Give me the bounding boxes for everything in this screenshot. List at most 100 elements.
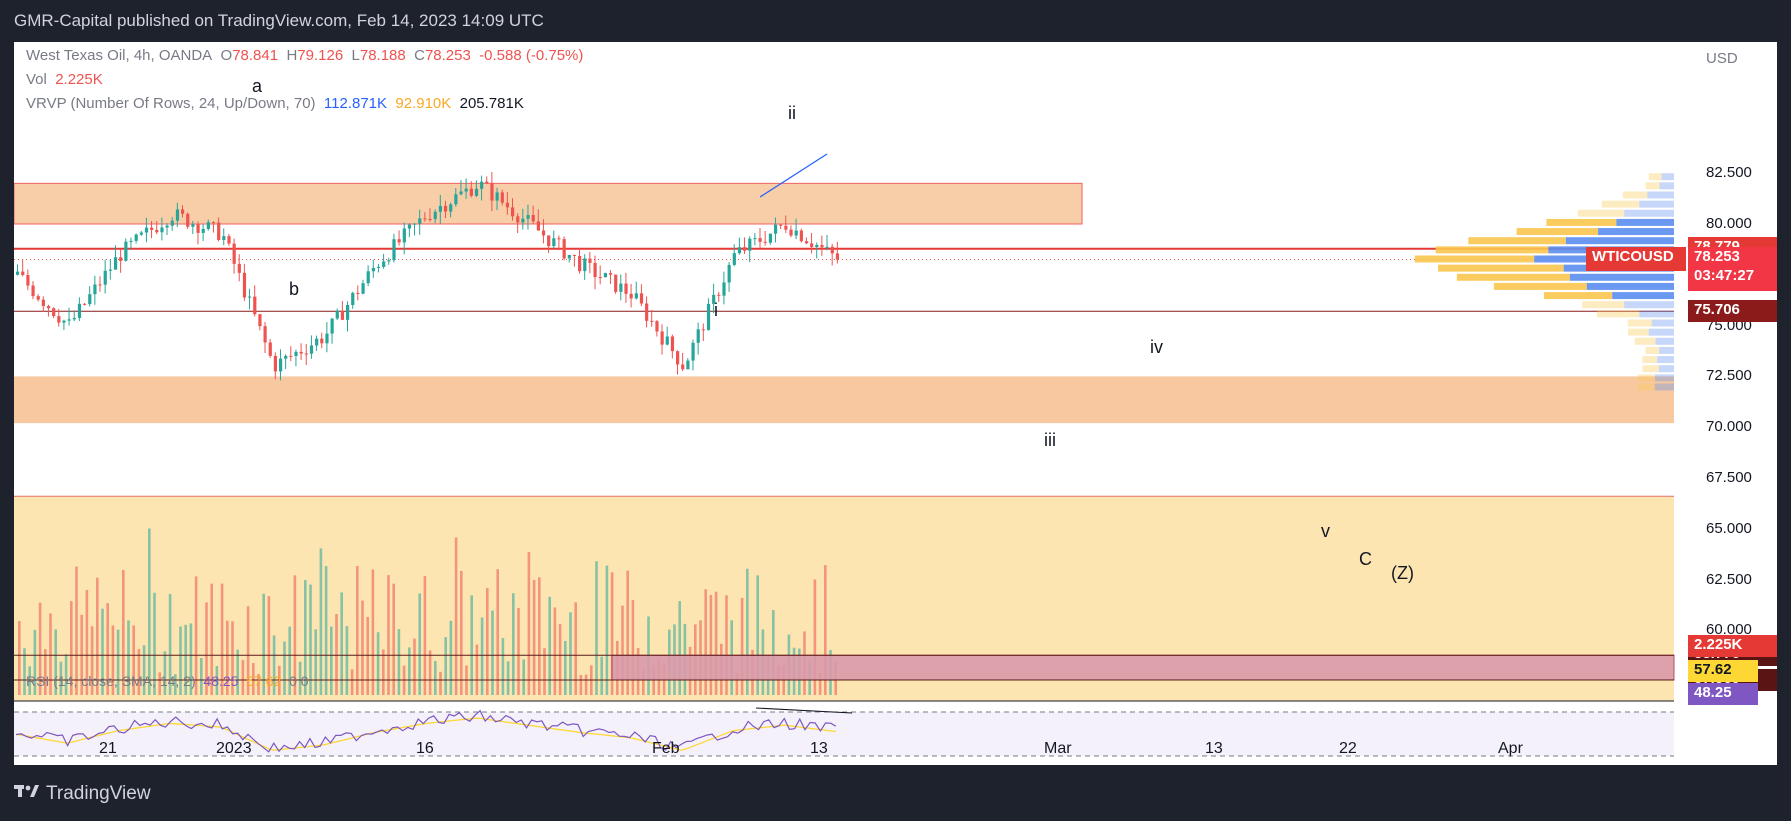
wave-label-a: a bbox=[252, 76, 263, 96]
volume-bar bbox=[527, 552, 531, 695]
candle-body bbox=[717, 294, 721, 296]
candle-body bbox=[155, 229, 159, 233]
candle-body bbox=[820, 244, 824, 248]
candle-body bbox=[810, 243, 814, 247]
volume-bar bbox=[813, 579, 817, 695]
chart-frame[interactable]: a b i ii iii iv v C (Z) West Texas Oil, 4h, OAND… bbox=[14, 42, 1777, 765]
candle-body bbox=[211, 222, 216, 224]
time-tick: Apr bbox=[1498, 740, 1523, 757]
volume-bar bbox=[621, 605, 624, 695]
candle-body bbox=[83, 303, 87, 305]
wave-label-iv: iv bbox=[1150, 337, 1163, 357]
volume-bar bbox=[241, 659, 245, 695]
badge-text: 03:47:27 bbox=[1694, 267, 1755, 285]
volume-bar bbox=[288, 626, 291, 695]
vp-row-down bbox=[1645, 346, 1660, 354]
volume-bar bbox=[397, 629, 401, 695]
volume-bar bbox=[709, 594, 713, 695]
legend-vrvp-label: VRVP (Number Of Rows, 24, Up/Down, 70) bbox=[26, 95, 316, 112]
volume-bar bbox=[423, 575, 427, 695]
volume-bar bbox=[49, 613, 52, 695]
legend-l-label: L bbox=[351, 47, 360, 64]
candle-body bbox=[763, 241, 767, 243]
candle-body bbox=[562, 239, 566, 259]
legend-volume: Vol 2.225K bbox=[26, 71, 103, 88]
candle-body bbox=[485, 181, 489, 184]
volume-profile bbox=[1414, 173, 1674, 391]
volume-bar bbox=[610, 572, 614, 695]
volume-bar bbox=[132, 625, 135, 695]
legend-low: 78.188 bbox=[359, 47, 406, 64]
candle-body bbox=[170, 220, 174, 226]
vp-row-up bbox=[1659, 346, 1674, 354]
candle-body bbox=[686, 360, 690, 370]
candle-body bbox=[263, 326, 267, 343]
legend-symbol: West Texas Oil, 4h, OANDA bbox=[26, 47, 213, 64]
volume-bar bbox=[356, 566, 359, 695]
candle-body bbox=[253, 296, 257, 315]
price-tick: 60.000 bbox=[1706, 621, 1752, 639]
legend-change: -0.588 (-0.75%) bbox=[479, 47, 584, 64]
volume-bar bbox=[704, 589, 707, 695]
volume-bar bbox=[330, 626, 333, 695]
candle-body bbox=[701, 329, 705, 331]
legend-high: 79.126 bbox=[297, 47, 344, 64]
candle-body bbox=[516, 216, 520, 223]
candle-body bbox=[619, 283, 623, 292]
vp-row-down bbox=[1648, 173, 1662, 181]
volume-bar bbox=[584, 674, 588, 695]
volume-bar bbox=[179, 626, 182, 695]
volume-bar bbox=[18, 621, 21, 695]
candle-body bbox=[727, 264, 731, 283]
volume-bar bbox=[298, 661, 302, 695]
candle-body bbox=[134, 234, 138, 241]
volume-bar bbox=[116, 629, 120, 695]
volume-bar bbox=[350, 669, 354, 695]
vp-row-up bbox=[1598, 228, 1674, 236]
volume-bar bbox=[413, 638, 416, 695]
volume-bar bbox=[215, 666, 219, 695]
published-header: GMR-Capital published on TradingView.com… bbox=[14, 11, 544, 30]
volume-bar bbox=[579, 674, 583, 695]
volume-bar bbox=[600, 656, 603, 695]
footer-brand: TradingView bbox=[46, 783, 151, 804]
time-axis[interactable]: 21 2023 16 Feb 13 Mar 13 22 Apr bbox=[14, 732, 1674, 765]
volume-bar bbox=[205, 602, 208, 695]
candle-body bbox=[459, 191, 463, 195]
vp-row-up bbox=[1647, 191, 1674, 199]
volume-bar bbox=[142, 645, 146, 695]
volume-bar bbox=[746, 568, 749, 695]
volume-bar bbox=[569, 612, 572, 695]
vp-row-up bbox=[1658, 365, 1674, 373]
volume-bar bbox=[444, 637, 447, 695]
volume-bar bbox=[33, 629, 37, 695]
candle-body bbox=[248, 296, 252, 298]
vp-row-up bbox=[1659, 182, 1674, 190]
volume-bar bbox=[304, 580, 307, 695]
volume-bar bbox=[548, 596, 551, 695]
volume-bar bbox=[194, 576, 198, 695]
price-axis-currency: USD bbox=[1706, 50, 1738, 67]
candle-body bbox=[779, 224, 783, 226]
volume-bar bbox=[272, 635, 276, 695]
vp-row-up bbox=[1612, 292, 1674, 300]
volume-bar bbox=[122, 569, 125, 695]
candle-body bbox=[278, 358, 283, 372]
candle-body bbox=[423, 218, 427, 220]
candle-body bbox=[495, 192, 499, 201]
vp-row-down bbox=[1627, 319, 1652, 327]
legend-vrvp-total: 205.781K bbox=[459, 95, 524, 112]
volume-bar bbox=[480, 617, 484, 695]
volume-bar bbox=[506, 661, 510, 695]
trendline bbox=[759, 153, 828, 198]
volume-bar bbox=[59, 661, 63, 695]
vp-row-up bbox=[1657, 356, 1674, 364]
volume-bar bbox=[496, 569, 499, 695]
volume-bar bbox=[246, 606, 250, 695]
candle-body bbox=[639, 293, 644, 304]
volume-bar bbox=[382, 649, 385, 695]
volume-bar bbox=[408, 647, 411, 695]
vp-row-down bbox=[1438, 264, 1564, 272]
candle-body bbox=[376, 266, 381, 268]
